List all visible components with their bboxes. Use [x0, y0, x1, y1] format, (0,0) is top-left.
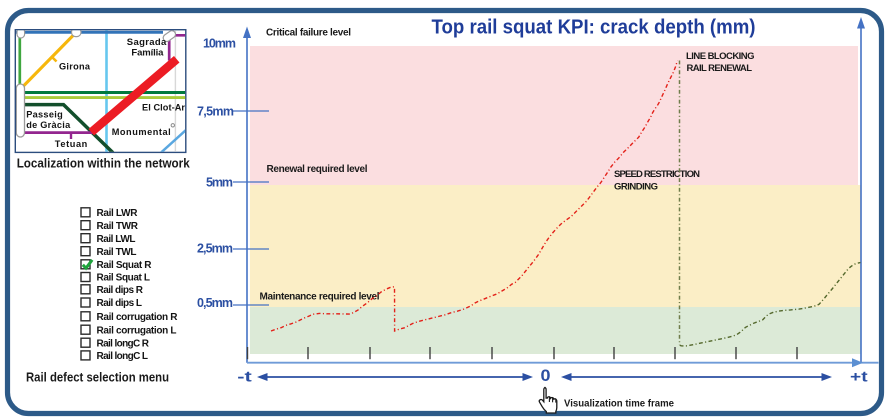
svg-text:RAIL RENEWAL: RAIL RENEWAL — [687, 63, 753, 74]
svg-text:Girona: Girona — [59, 62, 91, 72]
svg-text:Rail corrugation L: Rail corrugation L — [97, 325, 177, 336]
svg-text:Rail longC L: Rail longC L — [97, 351, 149, 362]
svg-text:LINE BLOCKING: LINE BLOCKING — [686, 51, 755, 62]
svg-text:Rail Squat R: Rail Squat R — [97, 260, 153, 271]
svg-text:Localization within the networ: Localization within the network — [17, 157, 190, 171]
svg-text:Tetuan: Tetuan — [55, 139, 88, 149]
svg-text:Top rail squat KPI: crack dept: Top rail squat KPI: crack depth (mm) — [432, 17, 756, 39]
svg-text:10mm: 10mm — [203, 37, 236, 51]
svg-text:Rail longC R: Rail longC R — [97, 338, 150, 349]
svg-text:0,5mm: 0,5mm — [197, 296, 233, 310]
svg-text:Sagrada: Sagrada — [127, 37, 167, 48]
svg-text:Rail LWR: Rail LWR — [97, 208, 139, 219]
svg-text:-t: -t — [237, 370, 252, 386]
svg-text:de Gràcia: de Gràcia — [26, 120, 71, 130]
svg-text:Rail TWL: Rail TWL — [97, 247, 137, 258]
svg-text:Rail dips R: Rail dips R — [97, 285, 144, 296]
svg-text:Rail Squat L: Rail Squat L — [97, 273, 151, 284]
svg-text:El Clot-Ar: El Clot-Ar — [142, 103, 185, 113]
svg-text:GRINDING: GRINDING — [614, 182, 658, 193]
svg-text:Maintenance required level: Maintenance required level — [260, 292, 380, 303]
svg-text:Rail LWL: Rail LWL — [97, 234, 136, 245]
svg-text:2,5mm: 2,5mm — [197, 242, 233, 256]
svg-text:Rail TWR: Rail TWR — [97, 221, 139, 232]
svg-text:Passeig: Passeig — [26, 110, 63, 120]
svg-text:+t: +t — [850, 370, 868, 386]
svg-text:Monumental: Monumental — [112, 127, 171, 137]
svg-text:Renewal required level: Renewal required level — [267, 164, 368, 175]
svg-text:0: 0 — [541, 366, 551, 385]
svg-text:Critical failure level: Critical failure level — [266, 28, 351, 39]
svg-text:Rail corrugation R: Rail corrugation R — [97, 312, 179, 323]
svg-text:Rail defect selection menu: Rail defect selection menu — [26, 371, 169, 385]
svg-text:SPEED RESTRICTION: SPEED RESTRICTION — [614, 169, 700, 180]
svg-text:Visualization time frame: Visualization time frame — [564, 399, 675, 410]
svg-text:Família: Família — [131, 47, 164, 58]
svg-text:5mm: 5mm — [206, 176, 233, 190]
svg-text:Rail dips L: Rail dips L — [97, 298, 143, 309]
svg-text:7,5mm: 7,5mm — [197, 105, 234, 119]
